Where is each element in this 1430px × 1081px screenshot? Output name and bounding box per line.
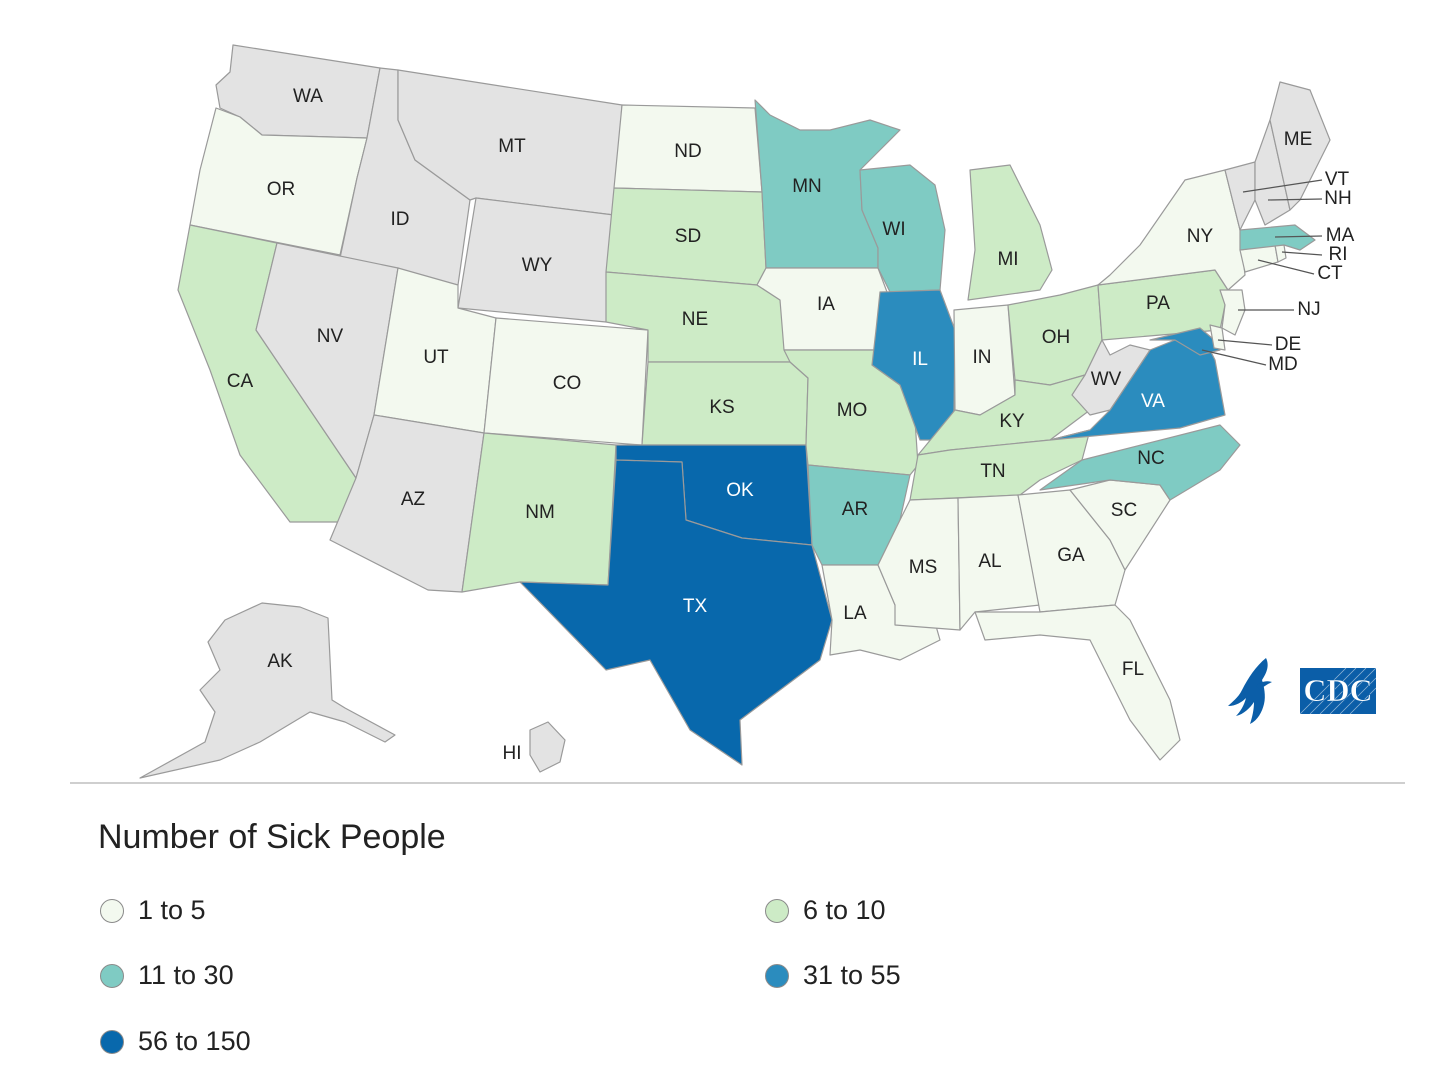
state-nc	[1039, 424, 1241, 501]
state-mi	[967, 164, 1053, 301]
cdc-logo-text: CDC	[1303, 672, 1372, 708]
legend-label: 31 to 55	[803, 960, 901, 990]
state-de	[1209, 324, 1226, 351]
state-label-oh: OH	[1042, 327, 1071, 348]
state-label-ut: UT	[423, 347, 449, 368]
leader-line-ct	[1257, 259, 1315, 275]
state-label-ak: AK	[267, 651, 293, 672]
state-label-ia: IA	[817, 294, 835, 315]
legend-swatch	[100, 898, 124, 923]
state-label-wa: WA	[293, 86, 323, 107]
state-label-ri: RI	[1329, 244, 1348, 265]
leader-line-md	[1201, 349, 1267, 366]
state-label-pa: PA	[1146, 293, 1170, 314]
legend-item-1-to-5: 1 to 5	[100, 895, 206, 926]
state-label-mn: MN	[792, 176, 822, 197]
state-label-wy: WY	[522, 255, 553, 276]
legend-swatch	[100, 1029, 124, 1054]
us-choropleth-map: WA OR CA ID NV MT WY UT AZ CO NM ND SD NE KS OK TX MN IA MO…	[139, 44, 1355, 779]
state-label-il: IL	[912, 349, 928, 370]
state-label-wv: WV	[1091, 369, 1122, 390]
state-label-ca: CA	[227, 371, 254, 392]
state-fl	[974, 604, 1181, 761]
state-label-ny: NY	[1187, 226, 1214, 247]
legend-swatch	[100, 963, 124, 988]
hhs-eagle-icon	[1228, 658, 1272, 724]
state-label-wi: WI	[882, 219, 905, 240]
state-label-al: AL	[978, 551, 1001, 572]
legend-item-56-to-150: 56 to 150	[100, 1026, 251, 1057]
state-label-me: ME	[1284, 129, 1313, 150]
state-label-la: LA	[843, 603, 867, 624]
state-label-co: CO	[553, 373, 582, 394]
state-label-nm: NM	[525, 502, 555, 523]
state-label-fl: FL	[1122, 659, 1144, 680]
state-tx	[519, 459, 833, 766]
legend-label: 56 to 150	[138, 1026, 251, 1056]
legend-title: Number of Sick People	[98, 818, 446, 856]
leader-line-de	[1217, 339, 1273, 346]
state-label-vt: VT	[1325, 169, 1350, 190]
state-label-nd: ND	[674, 141, 701, 162]
state-label-ct: CT	[1317, 263, 1343, 284]
leader-line-nh	[1267, 198, 1323, 201]
state-label-md: MD	[1268, 354, 1298, 375]
state-label-ks: KS	[709, 397, 734, 418]
state-label-nv: NV	[317, 326, 344, 347]
state-al	[957, 494, 1041, 631]
legend-label: 11 to 30	[138, 960, 234, 990]
state-label-ga: GA	[1057, 545, 1085, 566]
state-label-nc: NC	[1137, 448, 1164, 469]
state-label-ar: AR	[842, 499, 868, 520]
state-label-id: ID	[391, 209, 410, 230]
leader-line-ri	[1281, 251, 1323, 256]
state-label-ne: NE	[682, 309, 708, 330]
state-label-tx: TX	[683, 596, 708, 617]
state-hi	[529, 721, 566, 773]
state-label-ky: KY	[999, 411, 1025, 432]
state-label-ms: MS	[909, 557, 938, 578]
leader-line-ma	[1274, 235, 1323, 238]
legend-label: 1 to 5	[138, 895, 206, 925]
state-label-ma: MA	[1326, 225, 1355, 246]
legend-item-6-to-10: 6 to 10	[765, 895, 886, 926]
state-nh	[1254, 119, 1291, 226]
state-ny	[1097, 169, 1246, 291]
state-md	[1149, 327, 1221, 356]
state-me	[1269, 81, 1331, 211]
state-wv	[1071, 339, 1151, 416]
state-label-sc: SC	[1111, 500, 1137, 521]
state-label-hi: HI	[503, 743, 522, 764]
legend-label: 6 to 10	[803, 895, 886, 925]
state-label-ok: OK	[726, 480, 754, 501]
leader-line-vt	[1242, 179, 1323, 193]
state-label-az: AZ	[401, 489, 426, 510]
state-ak	[139, 602, 396, 779]
legend-item-31-to-55: 31 to 55	[765, 960, 901, 991]
state-label-nj: NJ	[1297, 299, 1320, 320]
state-label-in: IN	[973, 347, 992, 368]
state-label-mi: MI	[997, 249, 1018, 270]
cdc-logo: CDC	[1228, 658, 1377, 724]
state-label-tn: TN	[980, 461, 1005, 482]
legend-swatch	[765, 898, 789, 923]
legend-item-11-to-30: 11 to 30	[100, 960, 234, 991]
state-label-va: VA	[1141, 391, 1165, 412]
state-label-or: OR	[267, 179, 296, 200]
state-nj	[1219, 289, 1246, 336]
state-label-mo: MO	[837, 400, 868, 421]
state-label-mt: MT	[498, 136, 526, 157]
legend-swatch	[765, 963, 789, 988]
state-label-de: DE	[1275, 334, 1301, 355]
divider	[70, 782, 1405, 784]
state-label-nh: NH	[1324, 188, 1351, 209]
state-label-sd: SD	[675, 226, 701, 247]
